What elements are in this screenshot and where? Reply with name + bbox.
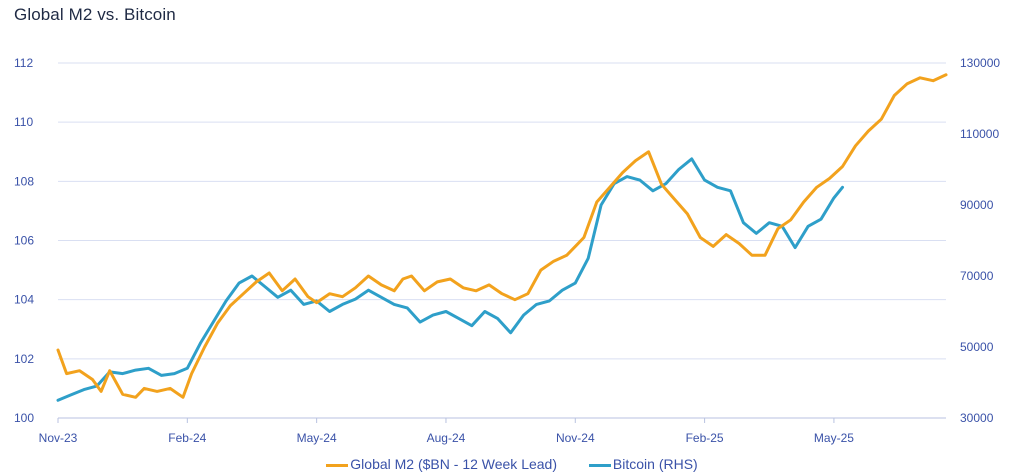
y-left-tick-label: 110 <box>14 115 33 129</box>
y-left-tick-label: 100 <box>14 411 34 425</box>
y-left-tick-label: 102 <box>14 352 34 366</box>
legend-item-global-m2: Global M2 ($BN - 12 Week Lead) <box>326 456 557 472</box>
gridlines <box>58 62 946 360</box>
y-right-tick-label: 50000 <box>960 340 994 354</box>
series-line-global-m2 <box>56 73 948 399</box>
y-right-tick-label: 90000 <box>960 198 994 212</box>
y-left-tick-label: 106 <box>14 234 34 248</box>
x-tick-label: Feb-25 <box>686 431 724 445</box>
legend-swatch-bitcoin <box>588 463 611 467</box>
y-right-tick-label: 130000 <box>960 56 1000 70</box>
y-left-tick-label: 108 <box>14 174 34 188</box>
x-tick-label: May-25 <box>814 431 854 445</box>
legend: Global M2 ($BN - 12 Week Lead) Bitcoin (… <box>0 456 1024 472</box>
series-line-bitcoin <box>56 157 844 402</box>
x-tick-label: Aug-24 <box>427 431 466 445</box>
y-axis-left: 100 102 104 106 108 110 112 <box>14 56 34 425</box>
y-right-tick-label: 30000 <box>960 411 994 425</box>
x-tick-label: Feb-24 <box>168 431 206 445</box>
legend-label-bitcoin: Bitcoin (RHS) <box>612 456 698 472</box>
x-axis: Nov-23 Feb-24 May-24 Aug-24 Nov-24 Feb-25 May-… <box>39 417 946 445</box>
y-left-tick-label: 104 <box>14 293 34 307</box>
chart-title: Global M2 vs. Bitcoin <box>14 5 176 24</box>
y-right-tick-label: 70000 <box>960 269 994 283</box>
legend-swatch-global-m2 <box>326 463 349 467</box>
series-lines <box>56 73 948 402</box>
legend-label-global-m2: Global M2 ($BN - 12 Week Lead) <box>350 456 558 472</box>
x-tick-label: Nov-23 <box>39 431 78 445</box>
legend-item-bitcoin: Bitcoin (RHS) <box>588 456 698 472</box>
y-left-tick-label: 112 <box>14 56 33 70</box>
x-tick-label: Nov-24 <box>556 431 595 445</box>
x-tick-label: May-24 <box>297 431 337 445</box>
y-axis-right: 30000 50000 70000 90000 110000 130000 <box>960 56 1000 425</box>
y-right-tick-label: 110000 <box>960 127 999 141</box>
